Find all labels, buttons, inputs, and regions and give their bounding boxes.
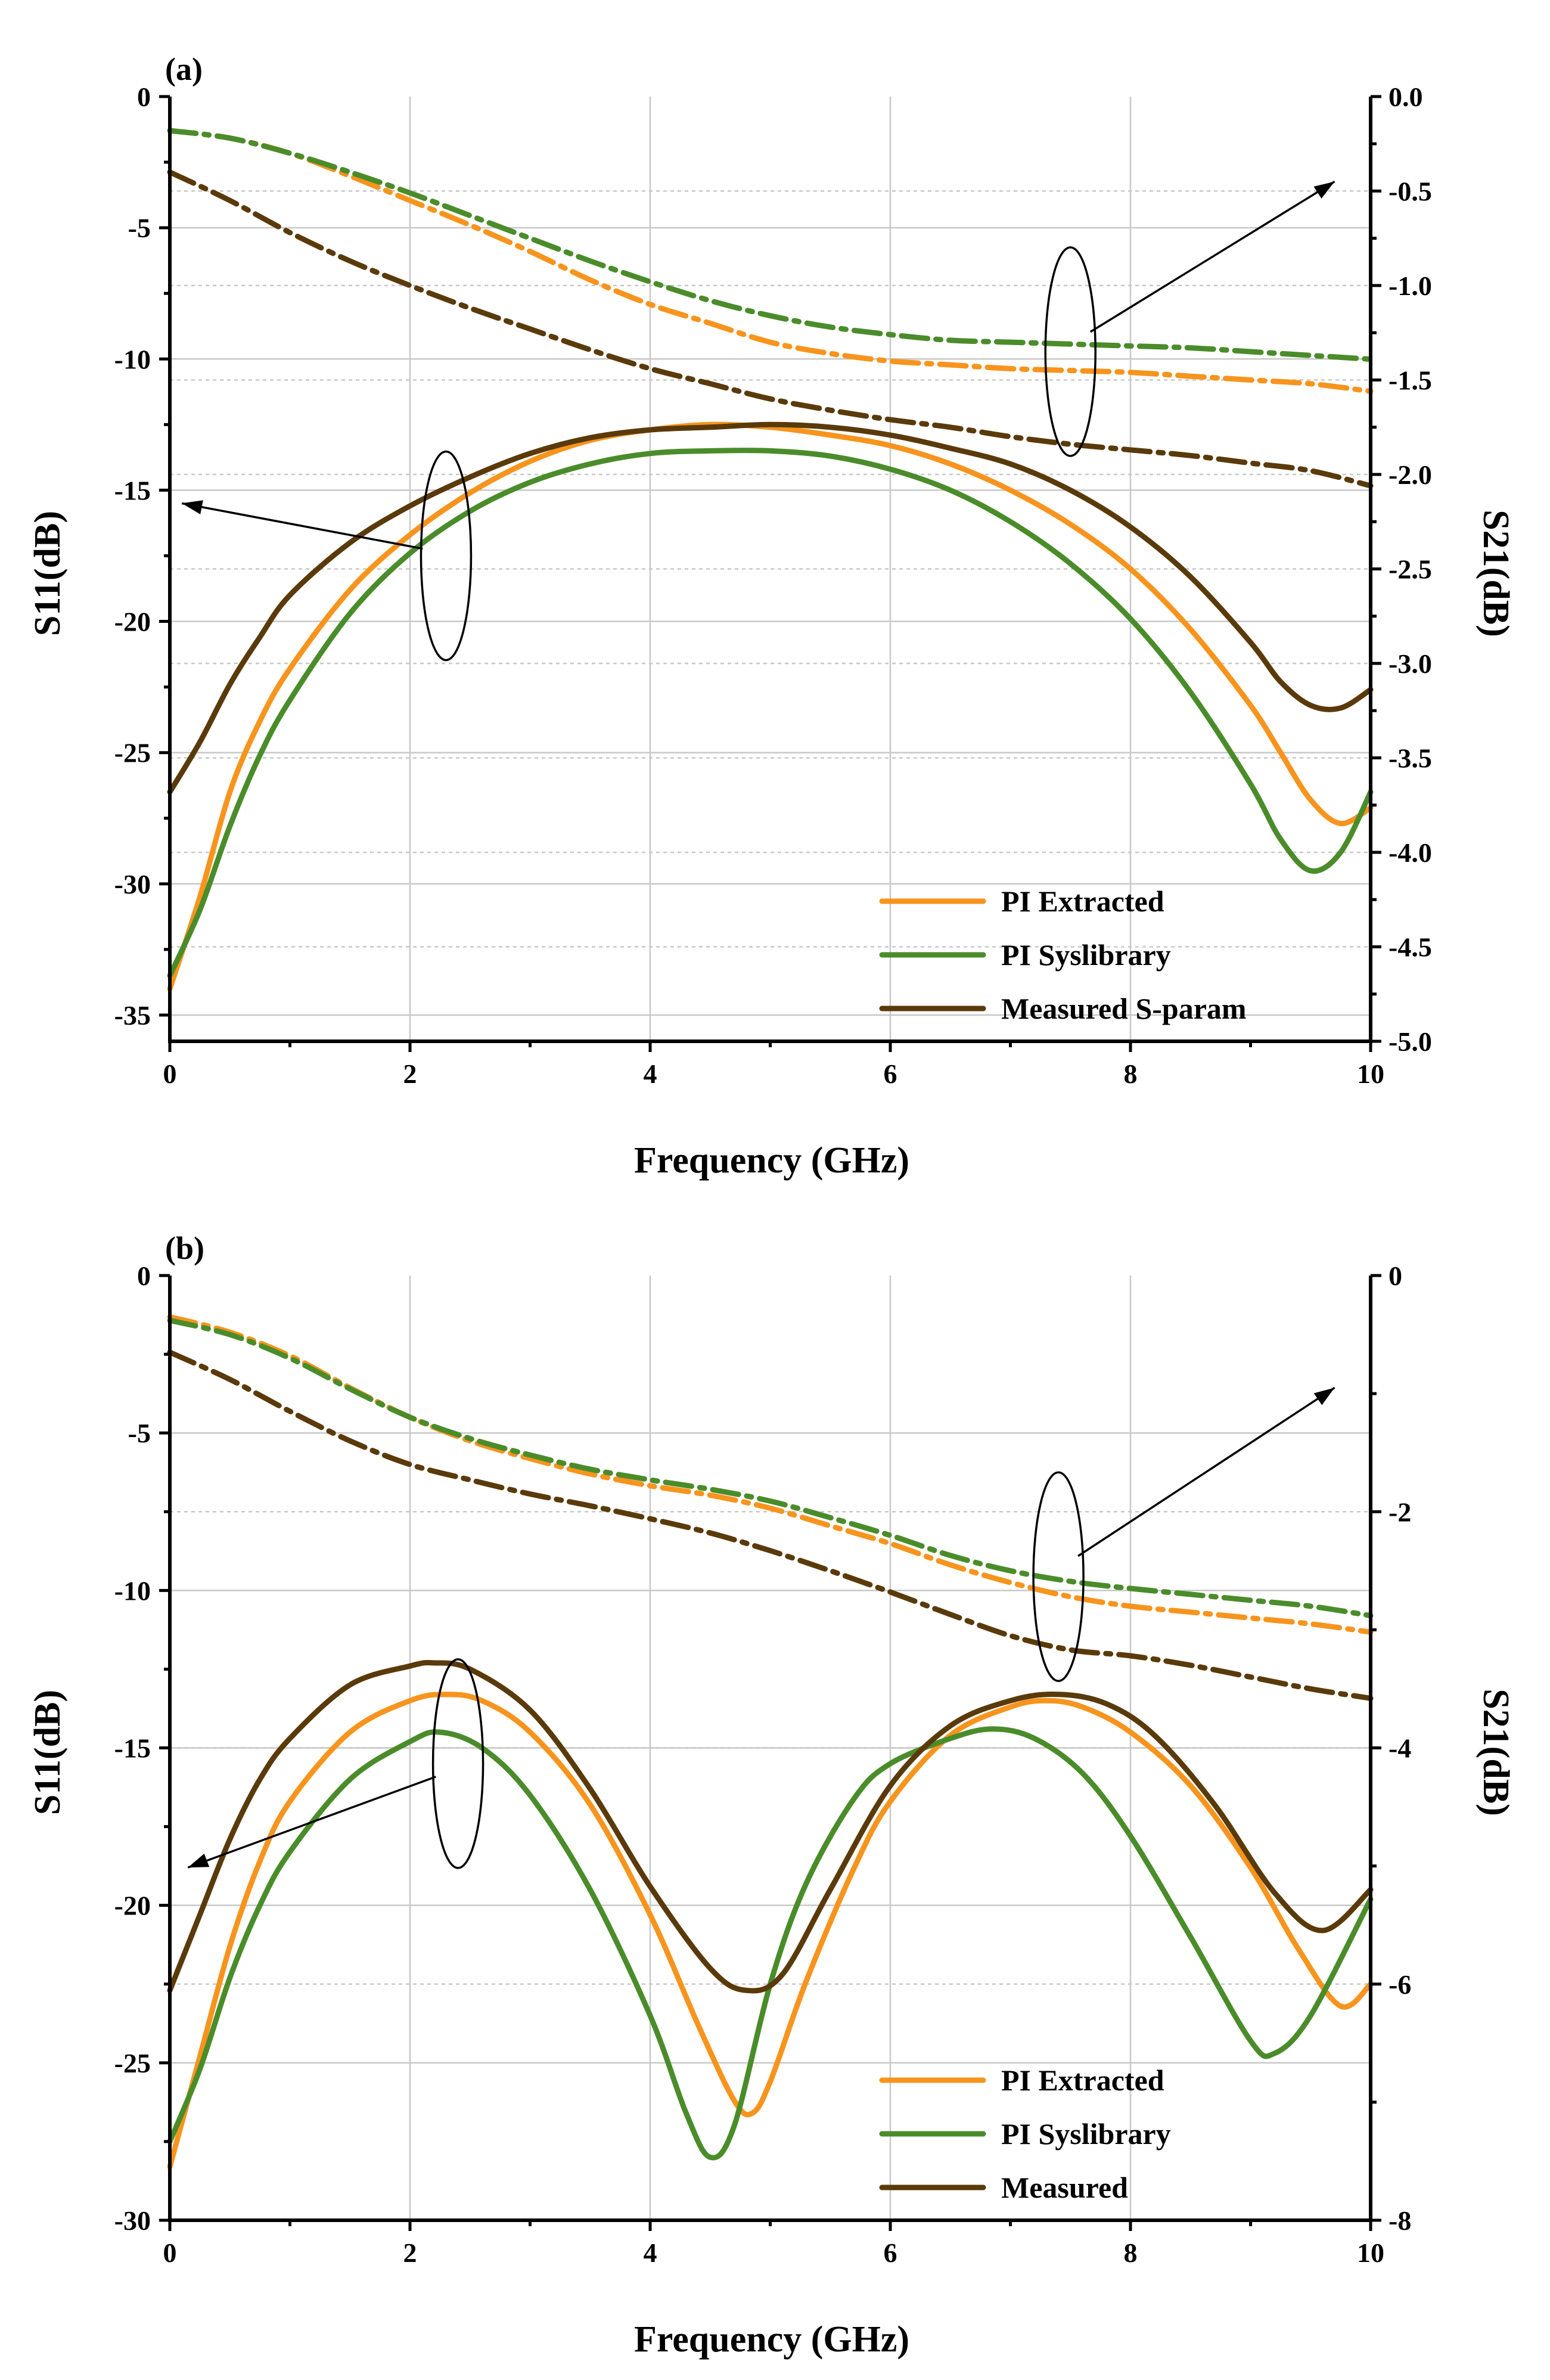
legend-a: PI Extracted PI Syslibrary Measured S-para… [879,885,1247,1025]
x-tick-label: 0 [163,2238,177,2268]
x-tick-label: 8 [1124,2238,1138,2268]
y-tick-label-left: -25 [114,738,151,768]
x-tick-label: 10 [1357,1059,1384,1089]
x-axis-title: Frequency (GHz) [634,1140,909,1181]
annotation-ellipse [1044,246,1097,457]
series-layer-a [167,128,1374,992]
annotation-arrow-head [1313,181,1335,199]
y-tick-label-left: -15 [114,1733,151,1764]
y-tick-label-right: -0.5 [1389,176,1432,207]
grid-a [170,97,1371,1041]
y-tick-label-right: -8 [1389,2205,1411,2236]
y-tick-label-right: -4.5 [1389,932,1432,963]
y-tick-label-left: -20 [114,607,151,637]
annotation-arrow-line [1089,181,1335,333]
series-pi-extracted-s21 [167,128,1374,394]
annotation-ellipse [431,1658,484,1869]
series-pi-syslibrary-s21 [167,128,1374,362]
y-tick-label-left: -30 [114,2205,151,2236]
chart-panel-b: 0 2 4 6 8 10 0 -5 -10 -15 -20 -25 -30 0 -2 -4 -6 -8 (b) F… [27,1230,1516,2360]
annotation-ellipse [420,450,473,662]
series-pi-syslibrary-s21 [167,1317,1374,1619]
x-tick-label: 4 [644,1059,657,1089]
y-tick-label-left: -10 [114,1575,151,1606]
chart-panel-a: 0 2 4 6 8 10 0 -5 -10 -15 -20 -25 -30 -35 0.0 -0.5 -1.0 -… [27,51,1516,1181]
y-tick-label-right: -3.5 [1389,743,1432,774]
y-tick-label-right: -2.0 [1389,460,1432,490]
annotation-arrow-head [188,1853,210,1868]
series-pi-syslibrary-s11 [167,1726,1374,2161]
annotation-arrow-line [1077,1386,1335,1557]
x-axis-title: Frequency (GHz) [634,2319,909,2360]
annotation-arrow-line [181,502,423,550]
x-tick-label: 8 [1124,1059,1138,1089]
y-tick-label-left: 0 [137,82,151,112]
panel-label: (a) [165,51,203,87]
legend-label: PI Syslibrary [1001,2117,1171,2151]
x-tick-label: 6 [884,2238,897,2268]
legend-label: PI Syslibrary [1001,938,1171,972]
legend-label: PI Extracted [1001,2064,1164,2097]
x-tick-label: 10 [1357,2238,1384,2268]
y-tick-label-left: -30 [114,869,151,899]
ticks-b: 0 2 4 6 8 10 0 -5 -10 -15 -20 -25 -30 0 -2 -4 -6 -8 [114,1261,1412,2268]
y-tick-label-right: -2 [1389,1497,1411,1527]
legend-label: PI Extracted [1001,885,1164,918]
y-tick-label-right: -6 [1389,1969,1411,2000]
annotations-a [181,181,1335,662]
x-tick-label: 2 [403,2238,417,2268]
y-tick-label-right: -5.0 [1389,1026,1432,1057]
legend-b: PI Extracted PI Syslibrary Measured [879,2064,1171,2204]
series-measured-s21 [167,169,1374,489]
y-axis-title-left: S11(dB) [27,511,68,636]
legend-label: Measured [1001,2171,1128,2204]
annotation-arrow-line [187,1776,436,1869]
panel-label: (b) [165,1230,204,1266]
series-pi-extracted-s11 [167,1692,1374,2170]
y-tick-label-left: -25 [114,2048,151,2078]
y-axis-title-left: S11(dB) [27,1690,68,1815]
annotation-arrow-head [1313,1388,1335,1405]
x-tick-label: 4 [644,2238,657,2268]
series-measured-s11 [167,1659,1374,1994]
y-tick-label-left: -10 [114,344,151,374]
legend-label: Measured S-param [1001,992,1247,1025]
y-axis-title-right: S21(dB) [1476,510,1516,637]
x-tick-label: 2 [403,1059,417,1089]
y-tick-label-left: -35 [114,1000,151,1031]
annotation-ellipse [1032,1471,1085,1682]
y-tick-label-left: 0 [137,1261,151,1291]
y-tick-label-left: -15 [114,475,151,505]
y-tick-label-right: -3.0 [1389,648,1432,679]
y-tick-label-right: -4.0 [1389,837,1432,868]
y-axis-title-right: S21(dB) [1476,1689,1516,1816]
y-tick-label-left: -5 [128,213,151,243]
y-tick-label-right: -1.5 [1389,365,1432,396]
series-pi-syslibrary-s11 [167,448,1374,979]
annotation-arrow-head [182,500,203,514]
y-tick-label-left: -20 [114,1891,151,1921]
series-layer-b [167,1314,1374,2170]
series-measured-s21 [167,1349,1374,1701]
series-measured-s11 [167,421,1374,795]
y-tick-label-right: 0.0 [1389,82,1423,112]
y-tick-label-right: 0 [1389,1261,1402,1291]
annotations-b [187,1386,1335,1869]
y-tick-label-left: -5 [128,1418,151,1448]
y-tick-label-right: -2.5 [1389,554,1432,585]
ticks-a: 0 2 4 6 8 10 0 -5 -10 -15 -20 -25 -30 -35 0.0 -0.5 -1.0 -… [114,82,1432,1089]
x-tick-label: 6 [884,1059,897,1089]
y-tick-label-right: -1.0 [1389,271,1432,301]
x-tick-label: 0 [163,1059,177,1089]
y-tick-label-right: -4 [1389,1733,1411,1764]
